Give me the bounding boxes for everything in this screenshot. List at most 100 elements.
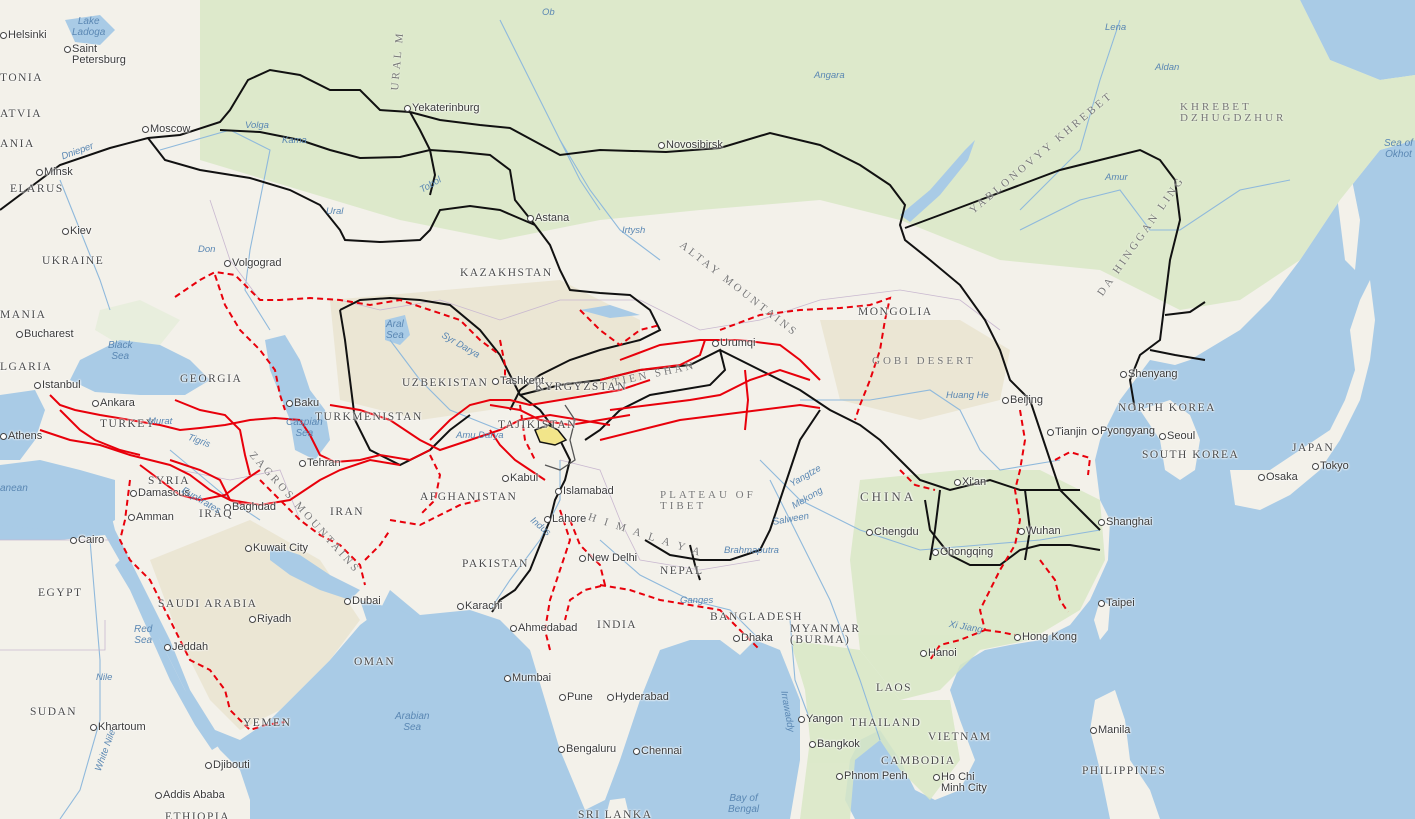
border-line [639,289,1001,331]
yemen-label: YEMEN [243,717,292,729]
vietnam-label: VIETNAM [928,731,992,743]
route-line [364,529,391,561]
route-line [429,379,651,441]
aldan-label: Aldan [1155,62,1180,73]
new-delhi-label: New Delhi [578,552,638,564]
route-line [329,404,611,452]
mekong-river [769,479,881,741]
nile-river [59,539,101,819]
route-line [904,148,1182,411]
baku-label: Baku [285,397,320,409]
mongolia-label: MONGOLIA [858,306,933,318]
don-label: Don [198,244,216,255]
route-line [491,439,572,613]
caspian-sea-shape [265,335,330,460]
border-line [179,469,301,521]
route-line [299,419,431,464]
athens-label: Athens [0,430,43,442]
korea-landmass [1140,400,1200,480]
khartoum-label: Khartoum [90,721,146,733]
helsinki-label: Helsinki [0,29,47,41]
route-line [579,309,661,347]
kazakhstan-label: KAZAKHSTAN [460,267,553,279]
jeddah-label: Jeddah [163,641,209,653]
turkmenistan-label: TURKMENISTAN [315,411,423,423]
shenyang-label: Shenyang [1120,368,1178,380]
route-line [147,137,536,244]
border-line [209,199,261,301]
laos-label: LAOS [876,682,913,694]
aral-sea-shape [385,315,410,345]
amur-river [1019,179,1291,231]
bay-of-bengal-label: Bay of Bengal [728,793,760,815]
iran-label: IRAN [330,506,365,518]
cambodia-label: CAMBODIA [881,755,956,767]
route-line [509,224,662,411]
tianjin-label: Tianjin [1047,426,1087,438]
hyderabad-label: Hyderabad [607,691,669,703]
ob-label: Ob [542,7,555,18]
southeast-asia-forest [790,640,960,819]
euphrates-river [169,449,261,521]
ho-chi-minh-label: Ho Chi Minh City [933,771,987,794]
damascus-label: Damascus [130,487,190,499]
route-line [139,464,261,502]
thailand-label: THAILAND [850,717,922,729]
tokyo-label: Tokyo [1312,460,1349,472]
india-label: INDIA [597,619,638,631]
philippines-label: PHILIPPINES [1082,765,1167,777]
africa-landmass [0,535,250,819]
amur-label: Amur [1105,172,1128,183]
huang-he-label: Huang He [946,390,989,401]
route-line [1029,399,1101,531]
djibouti-label: Djibouti [205,759,250,771]
gobi-desert-label: GOBI DESERT [872,355,976,367]
route-line [259,479,366,586]
route-line [519,404,536,461]
xian-label: Xi'an [953,476,987,488]
caspian-sea-label: Caspian Sea [286,417,323,439]
border-line [0,620,106,651]
afghanistan-label: AFGHANISTAN [420,491,518,503]
route-line [174,270,501,356]
route-line [169,459,246,506]
chengdu-label: Chengdu [866,526,919,538]
dhaka-label: Dhaka [733,632,773,644]
tajikistan-highlight [534,424,568,446]
sea-of-okhotsk-label: Sea of Okhot [1384,138,1413,160]
hong-kong-label: Hong Kong [1013,631,1078,643]
uzbekistan-label: UZBEKISTAN [402,377,489,389]
bangladesh-label: BANGLADESH [710,611,803,623]
novosibirsk-label: Novosibirsk [658,139,723,151]
shanghai-label: Shanghai [1098,516,1153,528]
route-line [689,544,701,581]
route-line [984,629,1016,636]
lithuania-label: ANIA [0,138,35,150]
route-line [489,429,546,481]
amu-darya-label: Amu Darya [456,430,504,441]
china-label: CHINA [860,489,917,504]
aral-sea-label: Aral Sea [386,319,404,341]
route-line [409,111,437,196]
indus-river [489,460,561,611]
border-line [559,459,761,571]
route-line [599,339,706,381]
proposed-routes-layer [39,270,1092,732]
pyongyang-label: Pyongyang [1091,425,1156,437]
chongqing-label: Chongqing [931,546,994,558]
angara-label: Angara [814,70,845,81]
gobi-desert-area [820,320,1010,420]
sri-lanka-label: SRI LANKA [578,809,653,819]
nile-label: Nile [96,672,113,683]
sri-lanka-landmass [605,798,630,819]
addis-ababa-label: Addis Ababa [155,789,225,801]
minsk-label: Minsk [36,166,73,178]
lena-river [1019,19,1121,211]
route-line [929,409,1027,661]
lake-ladoga-label: Lake Ladoga [72,16,106,38]
murat-label: Murat [148,416,173,427]
japan-landmass [1230,280,1375,510]
crimea [95,300,180,345]
